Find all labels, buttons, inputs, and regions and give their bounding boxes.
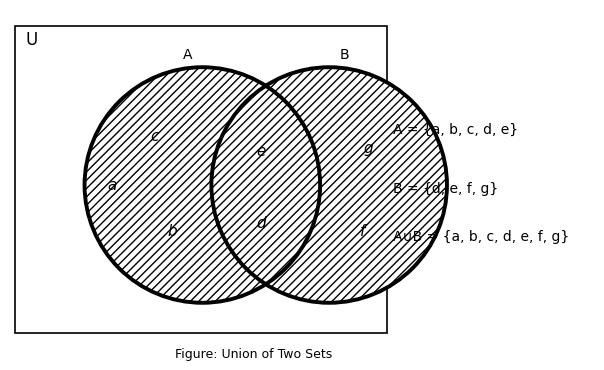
Text: c: c (150, 130, 158, 144)
Text: A∪B = {a, b, c, d, e, f, g}: A∪B = {a, b, c, d, e, f, g} (393, 230, 569, 244)
Text: B = {d, e, f, g}: B = {d, e, f, g} (393, 182, 498, 196)
Text: U: U (26, 31, 38, 50)
Text: A: A (182, 48, 192, 62)
Ellipse shape (85, 67, 320, 303)
Text: g: g (364, 141, 373, 155)
Text: B: B (339, 48, 349, 62)
Text: e: e (256, 144, 266, 159)
Text: f: f (360, 224, 365, 239)
Text: Figure: Union of Two Sets: Figure: Union of Two Sets (175, 348, 332, 361)
Bar (15, 26, 387, 333)
Text: a: a (107, 178, 117, 192)
Text: d: d (256, 216, 266, 231)
Text: A = {a, b, c, d, e}: A = {a, b, c, d, e} (393, 122, 518, 137)
Text: b: b (167, 224, 177, 239)
Ellipse shape (211, 67, 447, 303)
